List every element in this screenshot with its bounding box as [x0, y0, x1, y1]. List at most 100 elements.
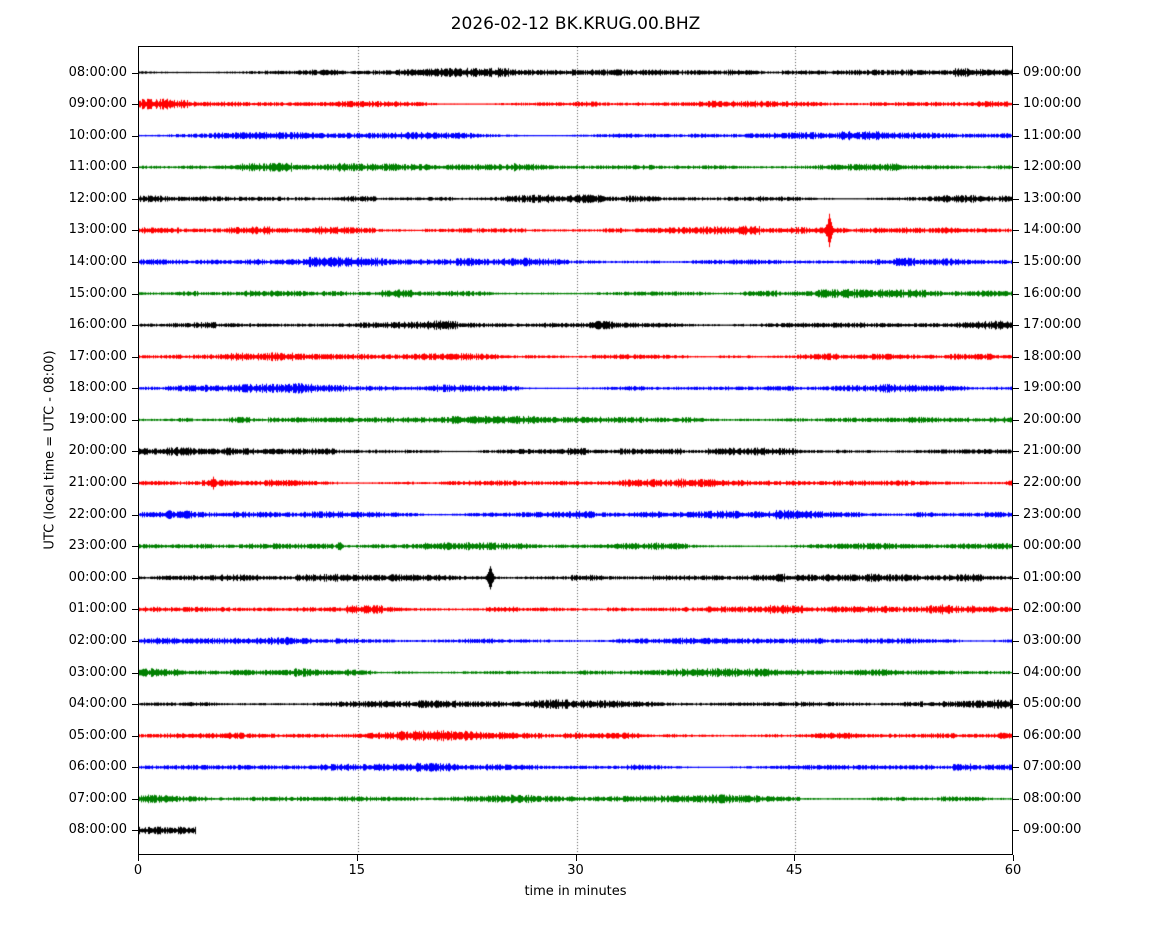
left-row-tick	[132, 325, 138, 326]
right-time-label: 18:00:00	[1023, 348, 1082, 364]
right-time-label: 22:00:00	[1023, 475, 1082, 491]
left-row-tick	[132, 609, 138, 610]
x-tick-label: 45	[785, 863, 803, 878]
left-time-label: 22:00:00	[68, 506, 127, 522]
x-axis-label: time in minutes	[524, 884, 627, 899]
left-time-label: 13:00:00	[68, 222, 127, 238]
left-time-label: 01:00:00	[68, 601, 127, 617]
x-tick-label: 30	[567, 863, 584, 878]
left-time-label: 23:00:00	[68, 538, 127, 554]
left-time-label: 19:00:00	[68, 411, 127, 427]
left-row-tick	[132, 546, 138, 547]
x-axis-tick	[576, 855, 577, 861]
left-row-tick	[132, 262, 138, 263]
left-time-label: 21:00:00	[68, 475, 127, 491]
left-row-tick	[132, 357, 138, 358]
left-row-tick	[132, 167, 138, 168]
left-time-label: 17:00:00	[68, 348, 127, 364]
right-row-tick	[1013, 767, 1019, 768]
right-time-label: 00:00:00	[1023, 538, 1082, 554]
right-row-tick	[1013, 388, 1019, 389]
right-time-label: 21:00:00	[1023, 443, 1082, 459]
left-row-tick	[132, 736, 138, 737]
right-time-label: 11:00:00	[1023, 127, 1082, 143]
left-row-tick	[132, 578, 138, 579]
right-time-label: 14:00:00	[1023, 222, 1082, 238]
left-row-tick	[132, 767, 138, 768]
left-row-tick	[132, 673, 138, 674]
left-time-label: 00:00:00	[68, 569, 127, 585]
chart-title: 2026-02-12 BK.KRUG.00.BHZ	[450, 14, 701, 34]
right-time-label: 04:00:00	[1023, 664, 1082, 680]
left-row-tick	[132, 641, 138, 642]
left-time-label: 06:00:00	[68, 759, 127, 775]
left-row-tick	[132, 199, 138, 200]
left-row-tick	[132, 515, 138, 516]
right-row-tick	[1013, 294, 1019, 295]
right-time-label: 20:00:00	[1023, 411, 1082, 427]
right-row-tick	[1013, 199, 1019, 200]
right-time-label: 13:00:00	[1023, 190, 1082, 206]
left-row-tick	[132, 420, 138, 421]
right-row-tick	[1013, 830, 1019, 831]
left-time-label: 18:00:00	[68, 380, 127, 396]
left-time-label: 10:00:00	[68, 127, 127, 143]
right-time-label: 08:00:00	[1023, 790, 1082, 806]
right-row-tick	[1013, 262, 1019, 263]
left-row-tick	[132, 73, 138, 74]
x-axis-tick	[1013, 855, 1014, 861]
left-row-tick	[132, 388, 138, 389]
right-row-tick	[1013, 325, 1019, 326]
left-time-label: 02:00:00	[68, 632, 127, 648]
right-time-label: 07:00:00	[1023, 759, 1082, 775]
right-row-tick	[1013, 799, 1019, 800]
x-tick-label: 15	[348, 863, 366, 878]
left-row-tick	[132, 704, 138, 705]
right-time-label: 19:00:00	[1023, 380, 1082, 396]
left-time-label: 14:00:00	[68, 253, 127, 269]
left-row-tick	[132, 230, 138, 231]
left-row-tick	[132, 104, 138, 105]
right-row-tick	[1013, 483, 1019, 484]
x-axis-tick	[138, 855, 139, 861]
right-time-label: 02:00:00	[1023, 601, 1082, 617]
right-row-tick	[1013, 736, 1019, 737]
right-row-tick	[1013, 104, 1019, 105]
right-row-tick	[1013, 609, 1019, 610]
right-time-label: 09:00:00	[1023, 822, 1082, 838]
left-time-label: 08:00:00	[68, 822, 127, 838]
trace-canvas	[139, 47, 1012, 854]
right-time-label: 05:00:00	[1023, 696, 1082, 712]
right-row-tick	[1013, 136, 1019, 137]
right-row-tick	[1013, 641, 1019, 642]
right-row-tick	[1013, 578, 1019, 579]
left-row-tick	[132, 830, 138, 831]
x-axis-tick	[794, 855, 795, 861]
right-time-label: 06:00:00	[1023, 727, 1082, 743]
right-row-tick	[1013, 357, 1019, 358]
left-time-label: 07:00:00	[68, 790, 127, 806]
right-row-tick	[1013, 230, 1019, 231]
right-row-tick	[1013, 546, 1019, 547]
right-time-label: 03:00:00	[1023, 632, 1082, 648]
x-tick-label: 0	[133, 863, 143, 878]
left-time-label: 04:00:00	[68, 696, 127, 712]
left-time-label: 05:00:00	[68, 727, 127, 743]
right-time-label: 17:00:00	[1023, 317, 1082, 333]
right-time-label: 10:00:00	[1023, 96, 1082, 112]
left-time-label: 15:00:00	[68, 285, 127, 301]
left-time-label: 11:00:00	[68, 159, 127, 175]
right-time-label: 16:00:00	[1023, 285, 1082, 301]
left-row-tick	[132, 483, 138, 484]
left-time-label: 12:00:00	[68, 190, 127, 206]
left-time-label: 09:00:00	[68, 96, 127, 112]
left-time-label: 20:00:00	[68, 443, 127, 459]
right-time-label: 09:00:00	[1023, 64, 1082, 80]
right-time-label: 01:00:00	[1023, 569, 1082, 585]
right-row-tick	[1013, 420, 1019, 421]
x-axis-tick	[357, 855, 358, 861]
left-row-tick	[132, 294, 138, 295]
left-row-tick	[132, 451, 138, 452]
left-time-label: 03:00:00	[68, 664, 127, 680]
